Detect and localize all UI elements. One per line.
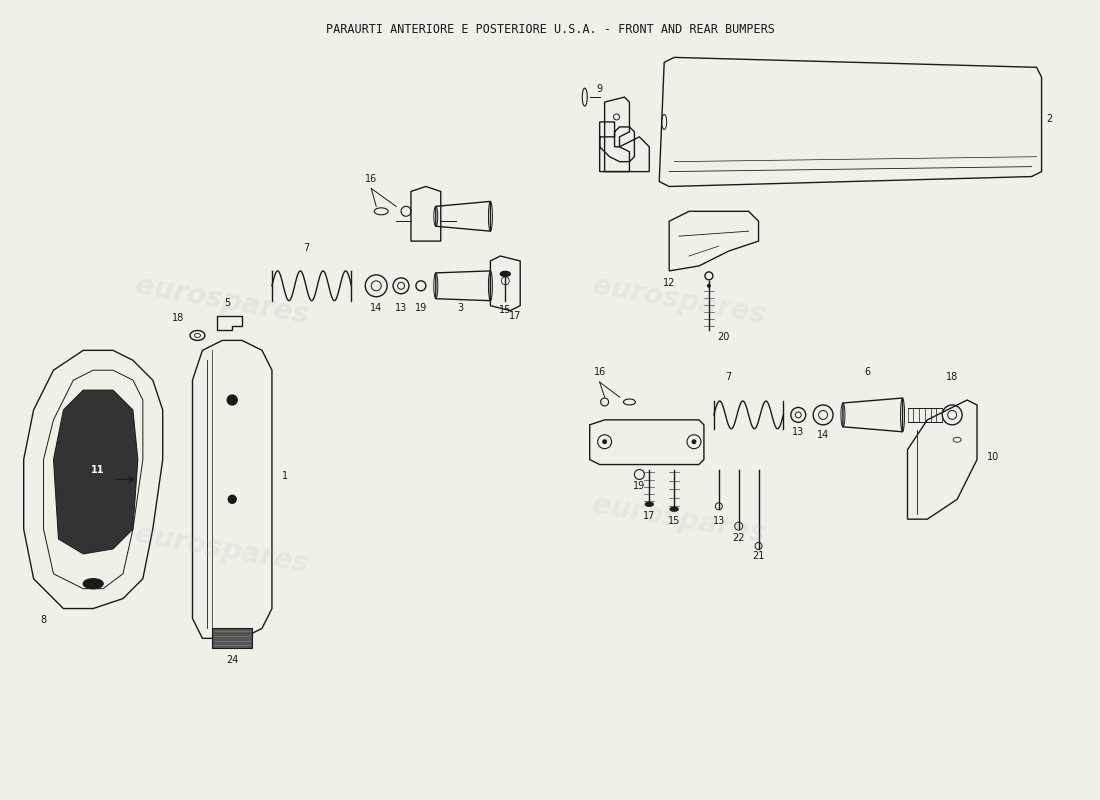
Text: 21: 21 <box>752 551 764 561</box>
Text: 15: 15 <box>499 305 512 314</box>
Text: 11: 11 <box>91 465 104 474</box>
Text: 9: 9 <box>596 84 603 94</box>
Text: 19: 19 <box>415 302 427 313</box>
Text: eurospares: eurospares <box>133 272 311 330</box>
Text: eurospares: eurospares <box>591 490 768 548</box>
Ellipse shape <box>670 507 678 511</box>
Text: 17: 17 <box>509 310 521 321</box>
Text: 7: 7 <box>304 243 310 253</box>
Ellipse shape <box>228 395 238 405</box>
Text: eurospares: eurospares <box>133 520 311 578</box>
Text: 15: 15 <box>668 516 680 526</box>
Text: 16: 16 <box>365 174 377 183</box>
Text: 18: 18 <box>946 372 958 382</box>
Text: 1: 1 <box>282 471 288 482</box>
Text: 2: 2 <box>1046 114 1053 124</box>
Text: PARAURTI ANTERIORE E POSTERIORE U.S.A. - FRONT AND REAR BUMPERS: PARAURTI ANTERIORE E POSTERIORE U.S.A. -… <box>326 22 774 36</box>
Text: eurospares: eurospares <box>591 272 768 330</box>
Text: 13: 13 <box>792 426 804 437</box>
Ellipse shape <box>229 495 236 503</box>
Text: 17: 17 <box>644 511 656 521</box>
Polygon shape <box>54 390 138 554</box>
Text: 6: 6 <box>865 367 871 377</box>
Ellipse shape <box>707 284 711 288</box>
Text: 10: 10 <box>987 451 999 462</box>
Text: 20: 20 <box>717 333 730 342</box>
Text: 5: 5 <box>224 298 230 308</box>
Text: 14: 14 <box>370 302 383 313</box>
Text: 24: 24 <box>226 655 239 665</box>
Ellipse shape <box>500 271 510 276</box>
Text: 12: 12 <box>663 278 675 288</box>
Text: 19: 19 <box>634 482 646 491</box>
Ellipse shape <box>692 439 696 444</box>
Text: 18: 18 <box>172 313 184 322</box>
Text: 13: 13 <box>395 302 407 313</box>
Ellipse shape <box>646 502 653 506</box>
Polygon shape <box>212 629 252 648</box>
Text: 14: 14 <box>817 430 829 440</box>
Text: 16: 16 <box>594 367 606 377</box>
Text: 8: 8 <box>41 615 46 626</box>
Text: 22: 22 <box>733 533 745 543</box>
Ellipse shape <box>602 439 607 444</box>
Ellipse shape <box>84 578 103 589</box>
Text: 13: 13 <box>713 516 725 526</box>
Text: 3: 3 <box>458 302 464 313</box>
Text: 7: 7 <box>726 372 732 382</box>
